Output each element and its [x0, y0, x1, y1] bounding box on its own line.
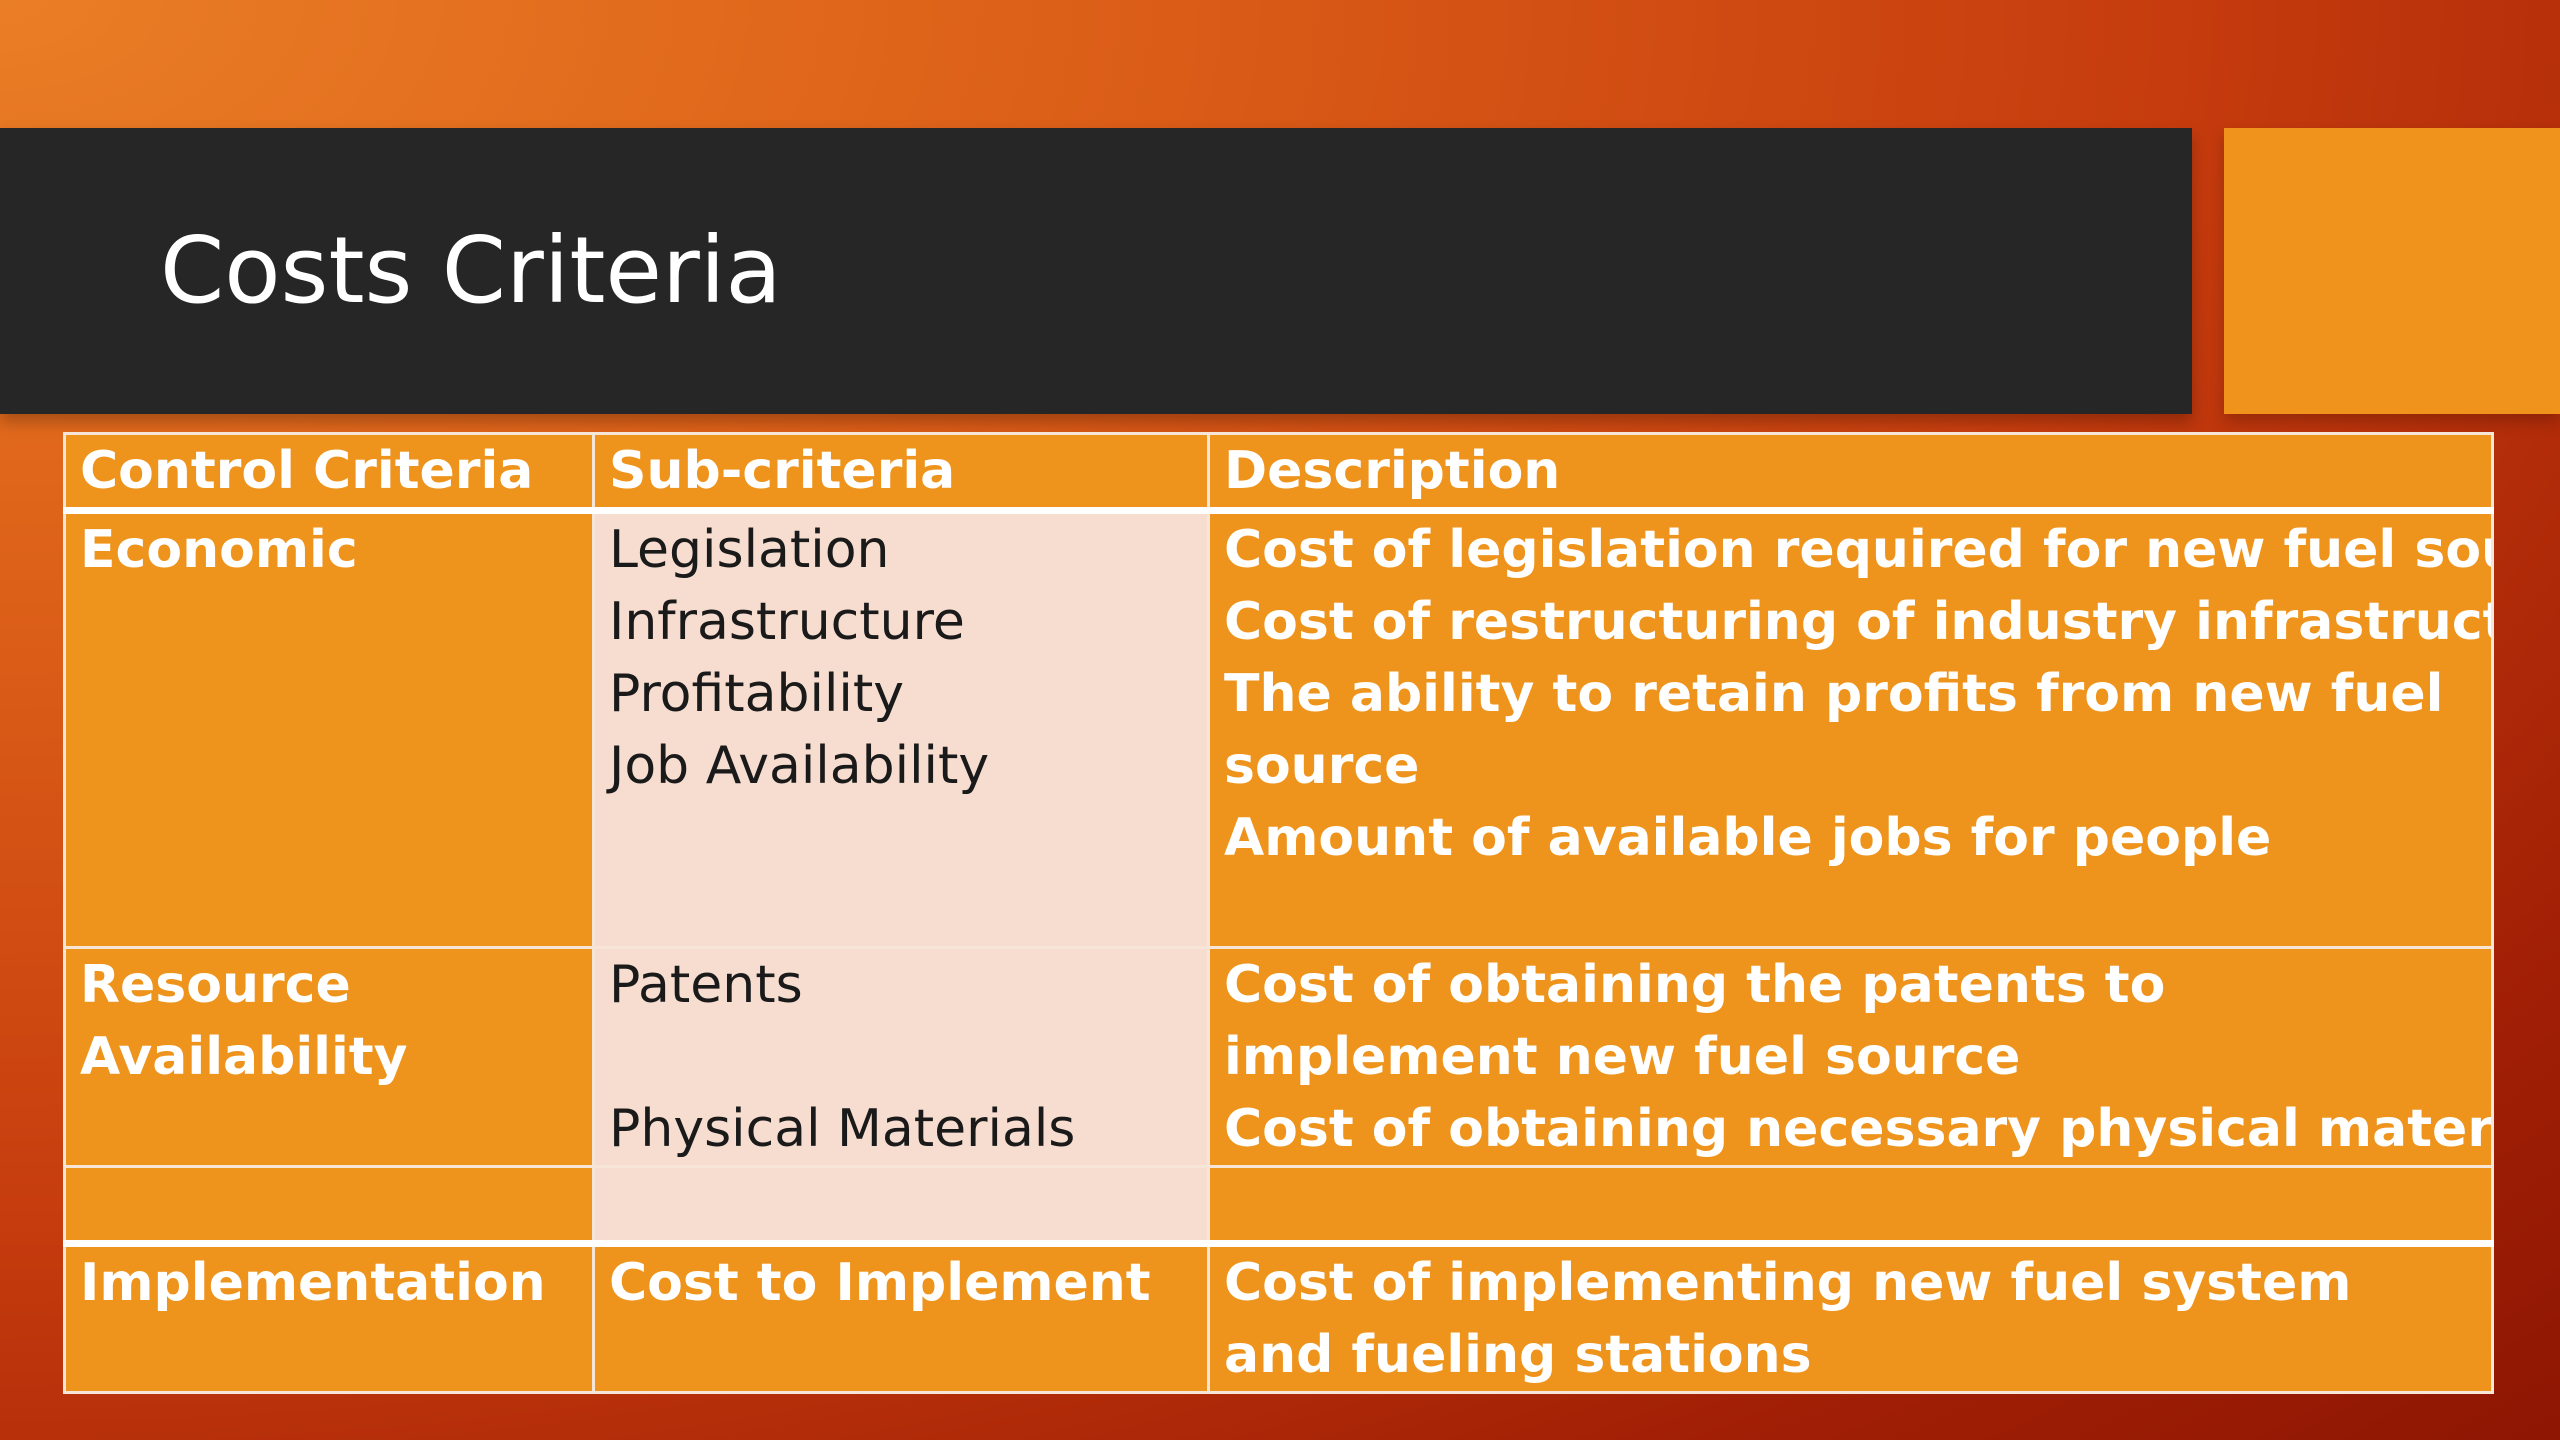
category-label: Implementation	[80, 1253, 546, 1313]
sub-criteria-cell: Patents Physical Materials	[592, 946, 1210, 1168]
sub-criterion: Patents	[609, 955, 803, 1015]
description-cell	[1207, 1165, 2494, 1245]
sub-criterion: Cost to Implement	[609, 1253, 1151, 1313]
table-row-resource-availability: Resource Availability Patents Physical M…	[63, 946, 2494, 1168]
costs-table: Control Criteria Sub-criteria Descriptio…	[63, 432, 2494, 1394]
description-text: Amount of available jobs for people	[1224, 808, 2272, 868]
table-row-empty	[63, 1165, 2494, 1245]
description-cell: Cost of implementing new fuel system and…	[1207, 1240, 2494, 1394]
category-cell: Resource Availability	[63, 946, 595, 1168]
description-text: Cost of restructuring of industry infras…	[1224, 592, 2493, 652]
line-spacer	[609, 1021, 1193, 1093]
category-cell: Economic	[63, 509, 595, 949]
sub-criterion: Job Availability	[609, 736, 990, 796]
header-sub-criteria: Sub-criteria	[592, 432, 1210, 514]
sub-criterion: Infrastructure	[609, 592, 965, 652]
sub-criteria-cell	[592, 1165, 1210, 1245]
header-control-criteria: Control Criteria	[63, 432, 595, 514]
sub-criteria-cell: Cost to Implement	[592, 1240, 1210, 1394]
category-label: Resource Availability	[80, 955, 408, 1087]
accent-block	[2224, 128, 2560, 414]
description-cell: Cost of legislation required for new fue…	[1207, 509, 2494, 949]
category-cell: Implementation	[63, 1240, 595, 1394]
slide-title: Costs Criteria	[160, 217, 782, 324]
category-cell	[63, 1165, 595, 1245]
category-label: Economic	[80, 520, 358, 580]
sub-criterion: Profitability	[609, 664, 905, 724]
description-text: Cost of obtaining necessary physical mat…	[1224, 1099, 2493, 1159]
header-description: Description	[1207, 432, 2494, 514]
table-row-implementation: Implementation Cost to Implement Cost of…	[63, 1240, 2494, 1394]
sub-criteria-cell: Legislation Infrastructure Profitability…	[592, 509, 1210, 949]
table-row-economic: Economic Legislation Infrastructure Prof…	[63, 509, 2494, 949]
sub-criterion: Legislation	[609, 520, 890, 580]
description-cell: Cost of obtaining the patents to impleme…	[1207, 946, 2494, 1168]
description-text: Cost of obtaining the patents to impleme…	[1224, 955, 2166, 1087]
description-text: The ability to retain profits from new f…	[1224, 664, 2444, 796]
title-bar: Costs Criteria	[0, 128, 2192, 414]
description-text: Cost of legislation required for new fue…	[1224, 520, 2493, 580]
table-header-row: Control Criteria Sub-criteria Descriptio…	[63, 432, 2494, 514]
sub-criterion: Physical Materials	[609, 1099, 1076, 1159]
description-text: Cost of implementing new fuel system and…	[1224, 1253, 2352, 1385]
